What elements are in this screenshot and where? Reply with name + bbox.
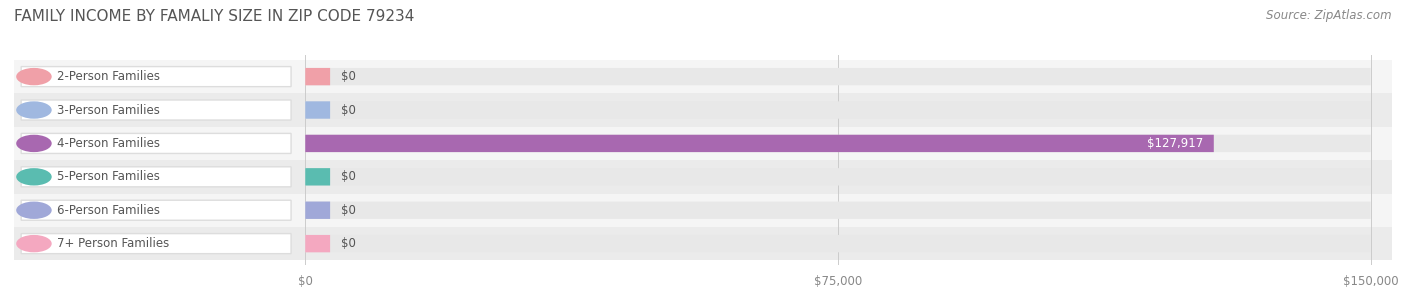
Ellipse shape	[17, 235, 52, 252]
Ellipse shape	[17, 68, 52, 85]
FancyBboxPatch shape	[305, 68, 1371, 85]
Text: 5-Person Families: 5-Person Families	[56, 170, 159, 183]
Text: 7+ Person Families: 7+ Person Families	[56, 237, 169, 250]
Text: 3-Person Families: 3-Person Families	[56, 103, 159, 117]
FancyBboxPatch shape	[21, 167, 291, 187]
Ellipse shape	[17, 101, 52, 119]
FancyBboxPatch shape	[305, 135, 1213, 152]
Text: $0: $0	[340, 70, 356, 83]
FancyBboxPatch shape	[14, 160, 1392, 194]
Text: 4-Person Families: 4-Person Families	[56, 137, 160, 150]
Text: $0: $0	[340, 103, 356, 117]
FancyBboxPatch shape	[305, 202, 1371, 219]
FancyBboxPatch shape	[14, 127, 1392, 160]
FancyBboxPatch shape	[305, 168, 1371, 185]
FancyBboxPatch shape	[305, 235, 330, 252]
Ellipse shape	[17, 202, 52, 219]
Text: 2-Person Families: 2-Person Families	[56, 70, 160, 83]
Text: $127,917: $127,917	[1147, 137, 1204, 150]
FancyBboxPatch shape	[305, 202, 330, 219]
Text: FAMILY INCOME BY FAMALIY SIZE IN ZIP CODE 79234: FAMILY INCOME BY FAMALIY SIZE IN ZIP COD…	[14, 9, 415, 24]
FancyBboxPatch shape	[305, 135, 1371, 152]
FancyBboxPatch shape	[14, 60, 1392, 93]
Text: $0: $0	[340, 237, 356, 250]
Text: 6-Person Families: 6-Person Families	[56, 204, 160, 217]
FancyBboxPatch shape	[14, 227, 1392, 260]
FancyBboxPatch shape	[305, 168, 330, 185]
FancyBboxPatch shape	[21, 234, 291, 254]
Text: Source: ZipAtlas.com: Source: ZipAtlas.com	[1267, 9, 1392, 22]
Ellipse shape	[17, 135, 52, 152]
FancyBboxPatch shape	[14, 194, 1392, 227]
FancyBboxPatch shape	[21, 200, 291, 220]
FancyBboxPatch shape	[14, 93, 1392, 127]
Ellipse shape	[17, 168, 52, 185]
Text: $0: $0	[340, 170, 356, 183]
Text: $0: $0	[340, 204, 356, 217]
FancyBboxPatch shape	[21, 133, 291, 153]
FancyBboxPatch shape	[305, 101, 330, 119]
FancyBboxPatch shape	[21, 66, 291, 87]
FancyBboxPatch shape	[21, 100, 291, 120]
FancyBboxPatch shape	[305, 68, 330, 85]
FancyBboxPatch shape	[305, 101, 1371, 119]
FancyBboxPatch shape	[305, 235, 1371, 252]
